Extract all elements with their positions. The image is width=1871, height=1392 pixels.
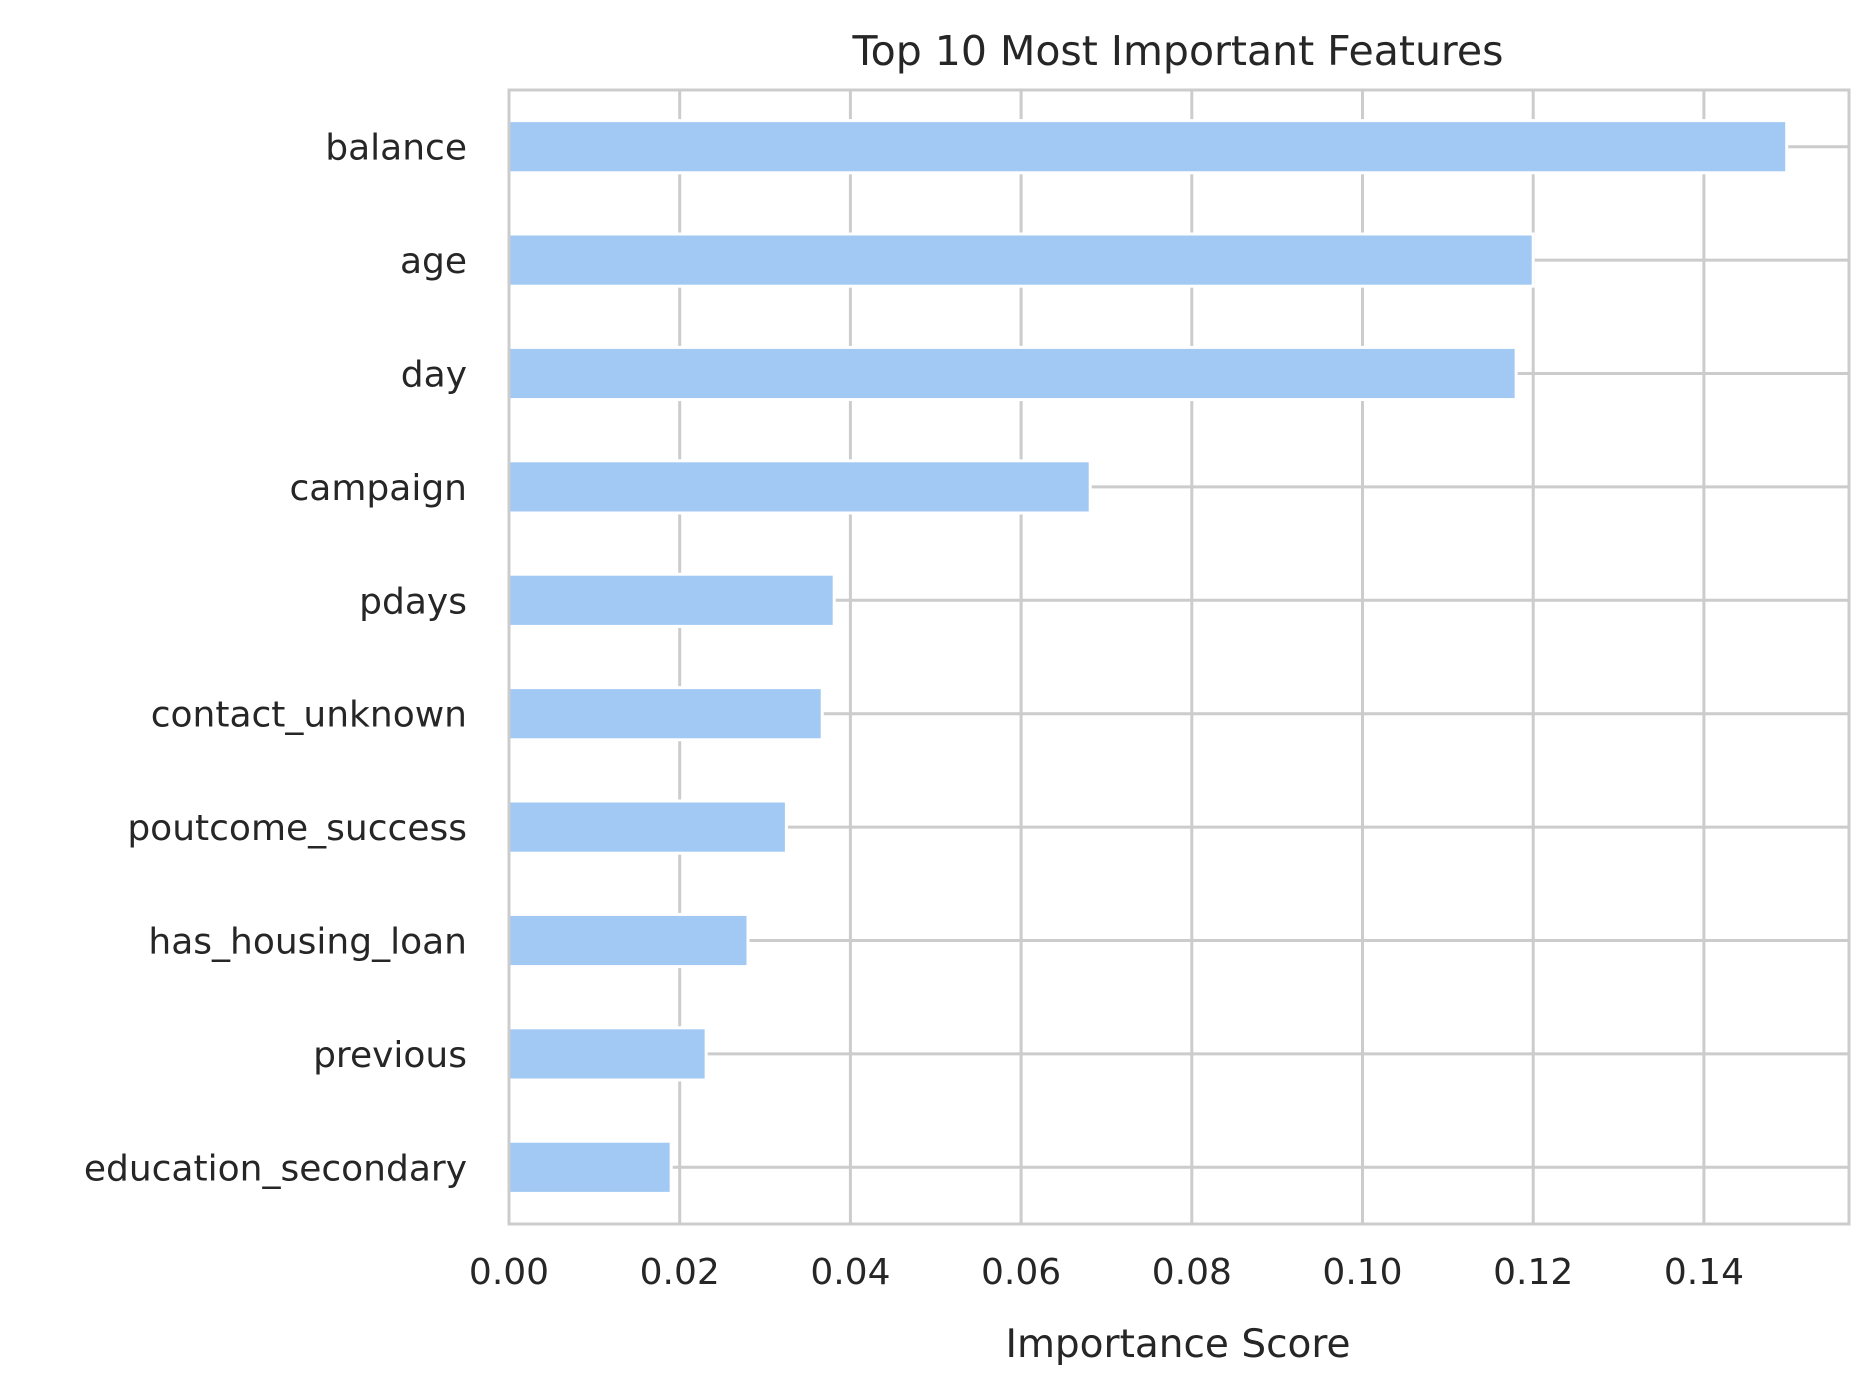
x-tick-labels: 0.00 0.02 0.04 0.06 0.08 0.10 0.12 0.14	[469, 1252, 1744, 1293]
x-tick-label: 0.02	[640, 1252, 720, 1293]
x-tick-label: 0.14	[1664, 1252, 1744, 1293]
bar-campaign	[507, 459, 1092, 515]
x-tick-label: 0.12	[1493, 1252, 1573, 1293]
y-tick-label: contact_unknown	[151, 695, 467, 736]
bar-education-secondary	[507, 1139, 673, 1195]
y-tick-label: previous	[313, 1035, 467, 1076]
bar-poutcome-success	[507, 799, 788, 855]
bar-previous	[507, 1026, 708, 1082]
bar-balance	[507, 119, 1789, 175]
bar-contact-unknown	[507, 686, 824, 742]
y-tick-label: has_housing_loan	[148, 922, 467, 963]
y-tick-labels: balance age day campaign pdays contact_unknow…	[84, 128, 467, 1190]
x-tick-label: 0.06	[981, 1252, 1061, 1293]
y-tick-label: day	[401, 355, 467, 396]
y-tick-label: education_secondary	[84, 1148, 467, 1189]
x-tick-label: 0.10	[1322, 1252, 1402, 1293]
y-tick-label: age	[400, 241, 467, 282]
bars	[507, 119, 1789, 1195]
y-tick-label: balance	[325, 128, 467, 169]
y-tick-label: poutcome_success	[127, 808, 467, 849]
plot-frame	[507, 88, 1851, 1226]
chart-title: Top 10 Most Important Features	[852, 27, 1504, 75]
bar-has-housing-loan	[507, 912, 750, 969]
y-tick-label: campaign	[289, 468, 467, 509]
x-tick-label: 0.08	[1152, 1252, 1232, 1293]
x-tick-label: 0.04	[810, 1252, 890, 1293]
x-tick-label: 0.00	[469, 1252, 549, 1293]
bar-day	[507, 345, 1518, 402]
x-axis-title: Importance Score	[1005, 1322, 1350, 1367]
y-tick-label: pdays	[359, 581, 467, 622]
bar-age	[507, 232, 1535, 288]
bar-pdays	[507, 572, 836, 628]
